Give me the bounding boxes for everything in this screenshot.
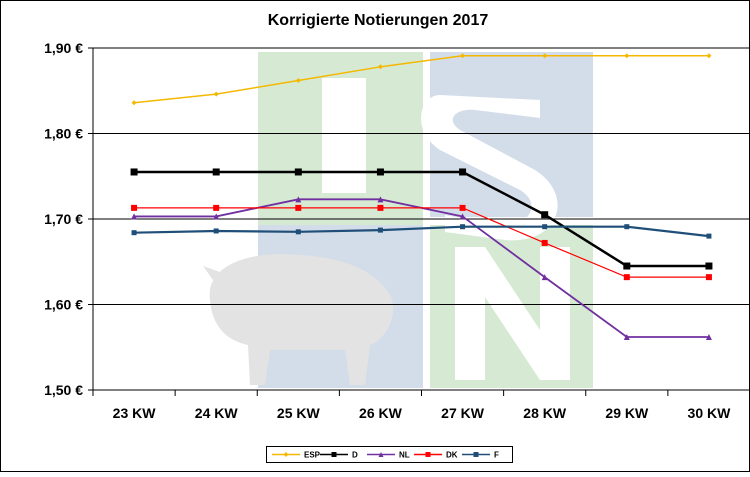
data-point-d xyxy=(294,168,302,176)
legend-label-f: F xyxy=(494,451,499,460)
data-point-esp xyxy=(295,77,301,83)
data-point-dk xyxy=(459,204,466,211)
data-point-d xyxy=(623,262,631,270)
watermark-letter-i xyxy=(322,78,366,193)
y-tick-label: 1,80 € xyxy=(44,126,83,142)
data-point-esp xyxy=(706,53,712,59)
data-point-f xyxy=(377,227,383,233)
data-point-d xyxy=(705,262,713,270)
data-point-nl xyxy=(705,333,712,340)
data-point-nl xyxy=(377,196,384,203)
series-dk xyxy=(131,204,712,281)
legend-marker-f xyxy=(473,452,479,457)
data-point-d xyxy=(459,168,467,176)
x-tick-label: 26 KW xyxy=(359,405,403,421)
data-point-nl xyxy=(213,213,220,220)
data-point-f xyxy=(460,224,466,230)
data-point-f xyxy=(131,230,137,236)
x-tick-label: 29 KW xyxy=(605,405,649,421)
data-point-nl xyxy=(623,333,630,340)
data-point-dk xyxy=(295,204,302,211)
legend: ESP D NL DK F xyxy=(266,446,513,463)
series-f xyxy=(131,224,712,239)
data-point-dk xyxy=(623,274,630,281)
legend-label-d: D xyxy=(352,451,358,460)
data-point-f xyxy=(706,233,712,239)
data-point-esp xyxy=(624,53,630,59)
watermark-pig-icon xyxy=(209,254,394,385)
data-point-dk xyxy=(705,274,712,281)
y-tick-label: 1,90 € xyxy=(44,40,83,56)
data-point-f xyxy=(295,229,301,235)
data-point-esp xyxy=(542,53,548,59)
data-point-esp xyxy=(460,53,466,59)
watermark-letter-n xyxy=(455,247,570,380)
x-tick-label: 23 KW xyxy=(113,405,157,421)
watermark-letter-s xyxy=(421,95,558,241)
legend-marker-dk xyxy=(425,452,431,457)
data-point-d xyxy=(212,168,220,176)
data-point-f xyxy=(624,224,630,230)
series-line-dk xyxy=(134,207,709,278)
series-group xyxy=(130,53,713,340)
data-point-dk xyxy=(541,239,548,246)
x-tick-label: 25 KW xyxy=(277,405,321,421)
data-point-dk xyxy=(213,204,220,211)
y-tick-label: 1,70 € xyxy=(44,211,83,227)
y-tick-label: 1,60 € xyxy=(44,297,83,313)
data-point-d xyxy=(541,211,549,219)
x-tick-label: 24 KW xyxy=(195,405,239,421)
data-point-esp xyxy=(377,64,383,70)
data-point-nl xyxy=(295,196,302,203)
data-point-nl xyxy=(131,213,138,220)
axes: 23 KW 24 KW 25 KW 26 KW 27 KW 28 KW 29 KW 30 KW xyxy=(92,48,750,421)
chart-title: Korrigierte Notierungen 2017 xyxy=(268,12,489,29)
x-tick-label: 30 KW xyxy=(688,405,732,421)
data-point-f xyxy=(213,228,219,234)
data-point-nl xyxy=(459,213,466,220)
legend-label-dk: DK xyxy=(446,451,458,460)
data-point-dk xyxy=(377,204,384,211)
series-line-f xyxy=(134,225,710,238)
isn-logo-watermark xyxy=(203,52,593,388)
y-tick-label: 1,50 € xyxy=(44,382,83,398)
legend-marker-nl xyxy=(378,452,384,457)
data-point-d xyxy=(376,168,384,176)
data-point-esp xyxy=(131,100,137,106)
data-point-nl xyxy=(541,274,548,281)
series-d xyxy=(130,168,713,270)
data-point-esp xyxy=(213,91,219,97)
series-esp xyxy=(131,53,712,106)
legend-marker-esp xyxy=(283,452,289,457)
legend-label-esp: ESP xyxy=(304,451,321,460)
x-tick-label: 27 KW xyxy=(441,405,485,421)
x-tick-label: 28 KW xyxy=(523,405,567,421)
legend-marker-d xyxy=(331,452,337,457)
data-point-dk xyxy=(131,204,138,211)
series-line-esp xyxy=(133,54,709,104)
series-line-d xyxy=(134,170,709,268)
data-point-d xyxy=(130,168,138,176)
data-point-f xyxy=(542,224,548,230)
legend-label-nl: NL xyxy=(399,451,410,460)
watermark-pig-ear-icon xyxy=(203,266,220,280)
